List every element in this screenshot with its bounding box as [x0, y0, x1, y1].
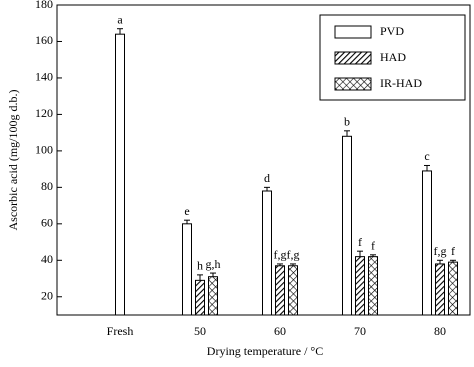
legend-label: IR-HAD — [380, 76, 422, 90]
bar — [342, 135, 352, 316]
significance-letter: h — [197, 259, 203, 273]
y-tick-label: 120 — [35, 106, 53, 120]
significance-letter: f,g — [287, 248, 300, 262]
y-tick-label: 180 — [35, 0, 53, 11]
y-tick-label: 80 — [41, 179, 53, 193]
significance-letter: f — [451, 244, 455, 258]
bar — [435, 263, 445, 316]
x-axis-label: Drying temperature / °C — [207, 344, 323, 358]
y-tick-label: 160 — [35, 33, 53, 47]
legend-swatch — [334, 77, 372, 91]
y-axis-label: Ascorbic acid (mg/100g d.b.) — [6, 90, 20, 231]
significance-letter: f,g — [274, 248, 287, 262]
significance-letter: e — [184, 204, 189, 218]
significance-letter: f — [358, 235, 362, 249]
bar — [208, 276, 218, 316]
significance-letter: a — [117, 12, 123, 26]
significance-letter: b — [344, 115, 350, 129]
x-tick-label: 80 — [434, 324, 446, 338]
bar — [448, 261, 458, 316]
y-tick-label: 140 — [35, 70, 53, 84]
significance-letter: d — [264, 171, 270, 185]
bar — [195, 279, 205, 316]
bar — [182, 223, 192, 316]
bar — [422, 170, 432, 316]
y-tick-label: 20 — [41, 289, 53, 303]
bar — [275, 265, 285, 316]
x-tick-label: Fresh — [107, 324, 134, 338]
legend-label: PVD — [380, 24, 404, 38]
bar — [355, 256, 365, 316]
significance-letter: c — [424, 149, 429, 163]
y-tick-label: 40 — [41, 252, 53, 266]
bar — [115, 33, 125, 316]
y-tick-label: 100 — [35, 143, 53, 157]
legend-swatch — [334, 51, 372, 65]
bar — [262, 190, 272, 316]
x-tick-label: 60 — [274, 324, 286, 338]
bar — [288, 265, 298, 316]
bar — [368, 256, 378, 316]
y-tick-label: 60 — [41, 216, 53, 230]
legend-label: HAD — [380, 50, 406, 64]
x-tick-label: 50 — [194, 324, 206, 338]
significance-letter: f — [371, 239, 375, 253]
x-tick-label: 70 — [354, 324, 366, 338]
significance-letter: f,g — [434, 244, 447, 258]
significance-letter: g,h — [206, 257, 221, 271]
legend-swatch — [334, 25, 372, 39]
